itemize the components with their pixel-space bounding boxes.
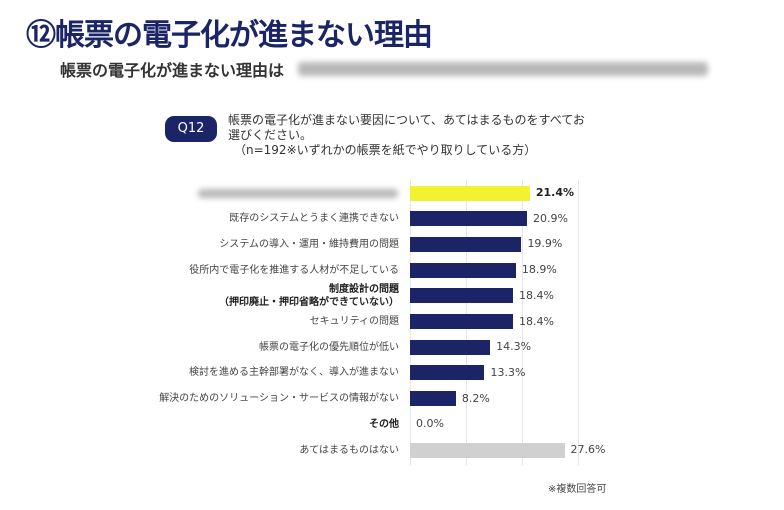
category-label: あてはまるものはない <box>299 444 399 456</box>
value-label: 18.9% <box>521 263 557 277</box>
bar <box>410 288 514 304</box>
page-title: ⑫帳票の電子化が進まない理由 <box>26 18 433 53</box>
redacted-category-label <box>198 189 398 198</box>
value-label: 20.9% <box>533 211 568 225</box>
value-label: 0.0% <box>416 417 444 431</box>
value-label: 19.9% <box>527 237 563 251</box>
category-label: システムの導入・運用・維持費用の問題 <box>219 238 399 250</box>
question-line-3: （n=192※いずれかの帳票を紙でやり取りしている方） <box>234 143 537 157</box>
question-line-1: 帳票の電子化が進まない要因について、あてはまるものをすべてお <box>228 113 585 127</box>
question-badge: Q12 <box>165 116 217 142</box>
category-label: 検討を進める主幹部署がなく、導入が進まない <box>189 367 399 379</box>
value-label: 14.3% <box>496 340 532 354</box>
bar <box>410 236 522 252</box>
bar <box>410 262 516 278</box>
bar <box>410 442 565 458</box>
category-label: 解決のためのソリューション・サービスの情報がない <box>159 393 399 405</box>
category-label: 役所内で電子化を推進する人材が不足している <box>189 264 399 276</box>
gridline <box>578 180 579 465</box>
note: ※複数回答可 <box>548 484 607 495</box>
value-label: 27.6% <box>570 443 606 456</box>
subtitle: 帳票の電子化が進まない理由は <box>60 61 285 80</box>
value-label: 18.4% <box>519 314 554 328</box>
question-text: 帳票の電子化が進まない要因について、あてはまるものをすべてお 選びください。 （… <box>228 113 608 158</box>
bar <box>410 339 491 355</box>
value-label: 21.4% <box>535 186 574 199</box>
bar <box>410 365 485 381</box>
bar <box>410 391 456 407</box>
bar <box>410 211 528 227</box>
bar <box>410 185 530 201</box>
redacted-subtitle <box>298 62 708 76</box>
bar <box>410 314 514 329</box>
category-label: 制度設計の問題 （押印廃止・押印省略ができていない） <box>219 283 399 308</box>
value-label: 13.3% <box>490 365 526 379</box>
category-label: その他 <box>369 418 399 430</box>
gridline <box>522 180 523 465</box>
category-label: 帳票の電子化の優先順位が低い <box>259 341 399 353</box>
category-label: 既存のシステムとうまく連携できない <box>229 213 399 225</box>
category-label: セキュリティの問題 <box>309 316 399 327</box>
question-line-2: 選びください。 <box>228 128 313 142</box>
value-label: 18.4% <box>519 288 554 302</box>
value-label: 8.2% <box>461 391 490 405</box>
